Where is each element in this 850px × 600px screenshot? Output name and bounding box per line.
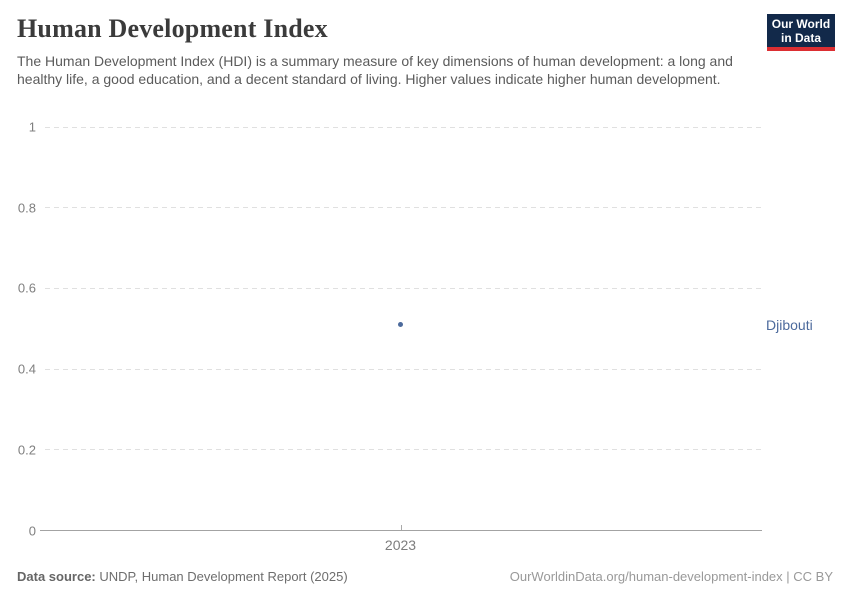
credit-link[interactable]: OurWorldinData.org/human-development-ind… <box>509 569 833 584</box>
gridline <box>45 287 762 289</box>
entity-label-djibouti[interactable]: Djibouti <box>766 317 813 334</box>
gridline <box>45 126 762 128</box>
data-point-djibouti[interactable] <box>398 322 403 328</box>
x-axis-tick-label: 2023 <box>384 537 417 553</box>
data-source-note: Data source: UNDP, Human Development Rep… <box>17 569 348 584</box>
y-axis-tick-label: 1 <box>28 119 36 135</box>
owid-logo-line1: Our World <box>771 17 831 31</box>
y-axis-tick-label: 0.8 <box>17 200 36 216</box>
x-axis-tick-mark <box>400 525 402 530</box>
y-axis-tick-label: 0 <box>28 523 36 538</box>
chart-footer: Data source: UNDP, Human Development Rep… <box>17 569 833 584</box>
gridline <box>45 449 762 451</box>
y-axis-tick-label: 0.4 <box>17 361 36 377</box>
y-axis-tick-label: 0.2 <box>17 442 36 458</box>
x-axis-line <box>40 530 762 531</box>
y-axis-tick-label: 0.6 <box>17 280 36 296</box>
gridline <box>45 207 762 209</box>
chart-subtitle: The Human Development Index (HDI) is a s… <box>17 53 733 87</box>
chart-title: Human Development Index <box>17 14 328 43</box>
owid-logo[interactable]: Our World in Data <box>767 14 835 51</box>
data-source-prefix: Data source: <box>17 569 96 584</box>
gridline <box>45 368 762 370</box>
owid-logo-line2: in Data <box>780 31 821 45</box>
data-source-text: UNDP, Human Development Report (2025) <box>95 569 348 584</box>
